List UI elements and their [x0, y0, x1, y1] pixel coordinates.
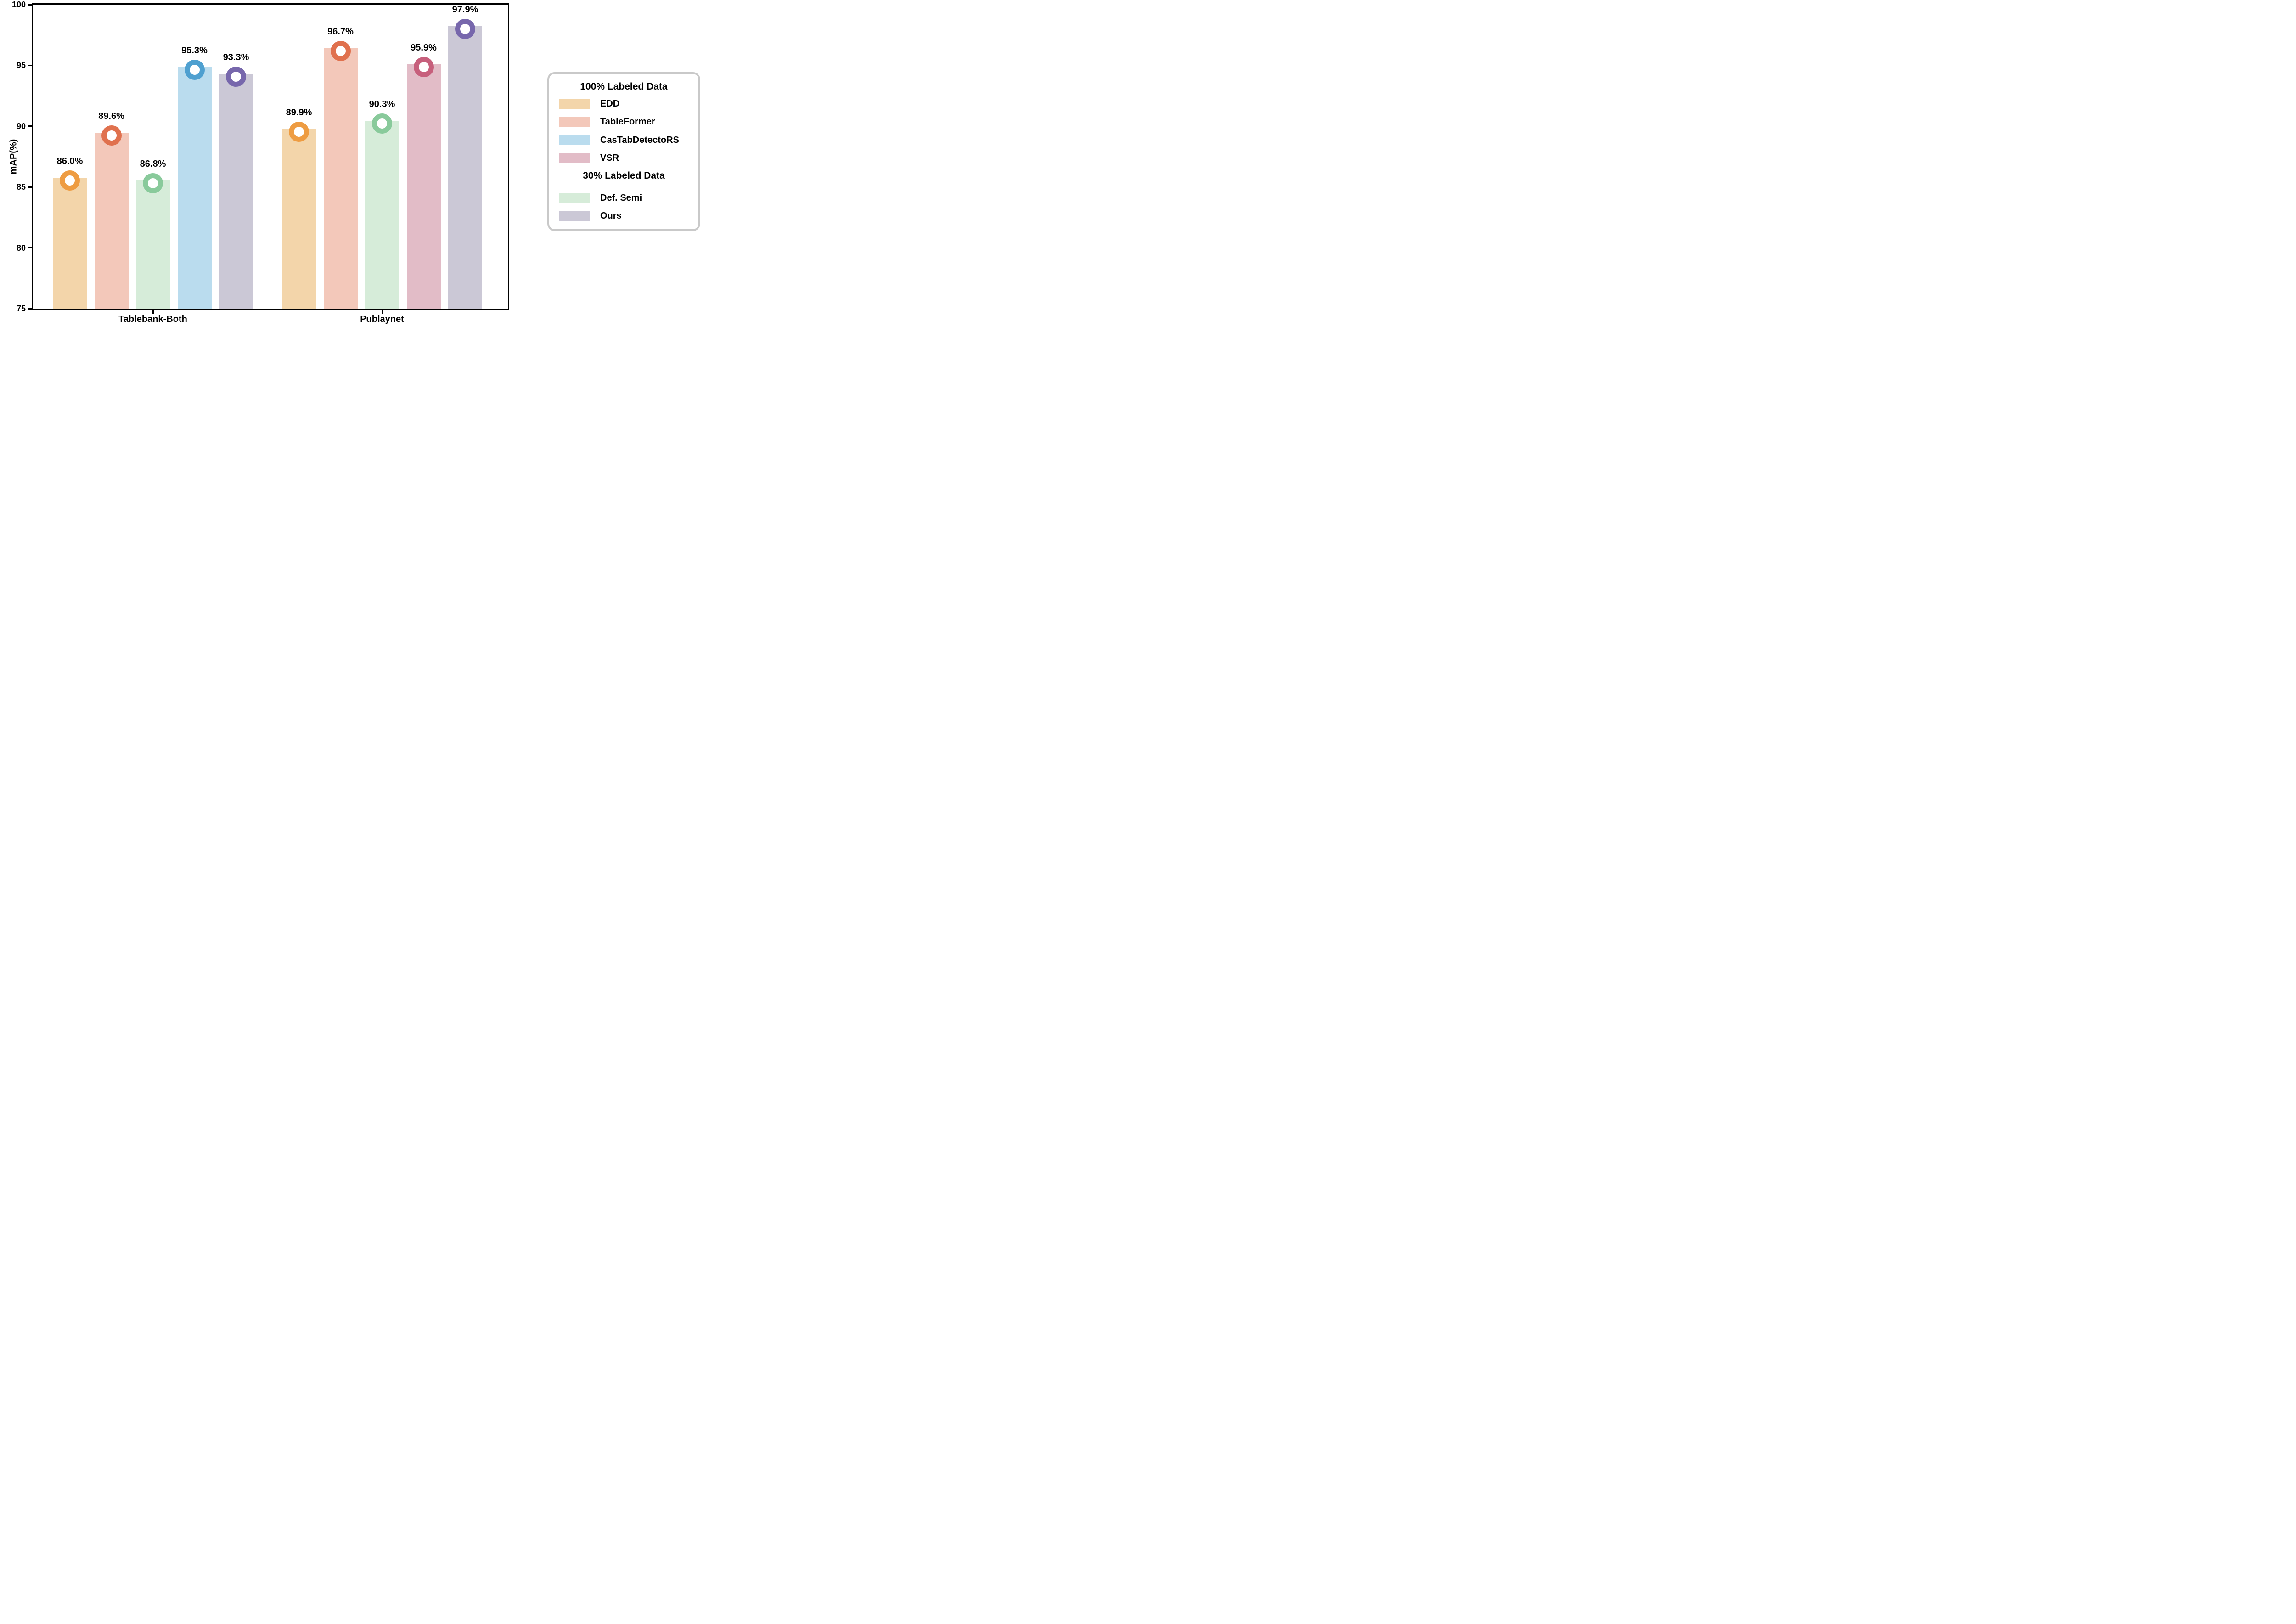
plot-area-frame [32, 3, 509, 310]
bar-value-label: 86.0% [56, 156, 83, 166]
legend-swatch-EDD [559, 99, 590, 109]
legend-item-label: CasTabDetectoRS [600, 135, 679, 145]
bar-value-label: 86.8% [140, 159, 166, 169]
y-axis-tick-mark [28, 308, 33, 310]
bar-value-label: 93.3% [223, 52, 249, 62]
bar-value-label: 89.6% [98, 111, 124, 122]
bar-Tablebank-Both-TableFormer [94, 133, 129, 309]
ring-marker-EDD [289, 121, 309, 142]
ring-marker-CasTabDetectoRS [184, 60, 205, 80]
y-axis-tick-label: 95 [16, 61, 26, 70]
y-axis-tick-label: 80 [16, 243, 26, 253]
bar-Tablebank-Both-Ours [219, 73, 253, 309]
y-axis-tick-mark [28, 247, 33, 249]
x-axis-tick-mark [152, 309, 154, 314]
x-axis-category-label: Publaynet [360, 314, 404, 324]
x-axis-category-label: Tablebank-Both [118, 314, 187, 324]
bar-value-label: 95.9% [411, 42, 437, 53]
legend-item-label: Ours [600, 211, 622, 221]
y-axis-tick-mark [28, 125, 33, 127]
bar-Publaynet-Def. Semi [365, 121, 399, 309]
y-axis-tick-mark [28, 64, 33, 66]
legend-item-label: Def. Semi [600, 193, 642, 203]
legend-item-label: EDD [600, 99, 620, 109]
y-axis-tick-label: 100 [11, 0, 26, 9]
bar-Publaynet-EDD [282, 129, 316, 309]
legend-section-title: 100% Labeled Data [580, 81, 668, 92]
bar-value-label: 96.7% [327, 26, 354, 37]
ring-marker-Ours [455, 19, 475, 39]
legend-box: 100% Labeled Data EDD TableFormer CasTabDet… [547, 72, 700, 231]
legend-section-title: 30% Labeled Data [583, 170, 665, 181]
legend-item-label: TableFormer [600, 117, 655, 127]
bar-Tablebank-Both-Def. Semi [136, 180, 170, 309]
legend-swatch-CasTabDetectoRS [559, 135, 590, 145]
ring-marker-Def. Semi [143, 173, 163, 194]
bar-Tablebank-Both-CasTabDetectoRS [177, 67, 212, 309]
ring-marker-TableFormer [330, 40, 351, 61]
bar-value-label: 89.9% [286, 107, 312, 118]
ring-marker-EDD [60, 170, 80, 191]
bar-value-label: 97.9% [452, 5, 478, 15]
ring-marker-Def. Semi [372, 113, 392, 134]
bar-Tablebank-Both-EDD [53, 177, 87, 309]
ring-marker-TableFormer [101, 125, 122, 146]
y-axis-title: mAP(%) [8, 139, 19, 175]
legend-item-label: VSR [600, 153, 619, 163]
legend-swatch-VSR [559, 153, 590, 163]
y-axis-tick-label: 85 [16, 182, 26, 192]
y-axis-tick-label: 90 [16, 121, 26, 131]
bar-Publaynet-Ours [448, 26, 482, 309]
bar-value-label: 95.3% [181, 45, 208, 56]
ring-marker-Ours [226, 66, 246, 87]
bar-Publaynet-TableFormer [323, 48, 358, 309]
legend-swatch-Def. Semi [559, 193, 590, 203]
ring-marker-VSR [413, 56, 434, 77]
y-axis-tick-mark [28, 186, 33, 188]
y-axis-tick-mark [28, 4, 33, 6]
bar-value-label: 90.3% [369, 99, 395, 110]
y-axis-tick-label: 75 [16, 304, 26, 313]
figure-canvas: mAP(%) 75 80 85 90 95 100 Tablebank-Both Publay… [0, 0, 703, 325]
legend-swatch-TableFormer [559, 117, 590, 127]
legend-swatch-Ours [559, 211, 590, 221]
bar-Publaynet-VSR [406, 64, 441, 309]
x-axis-tick-mark [381, 309, 383, 314]
